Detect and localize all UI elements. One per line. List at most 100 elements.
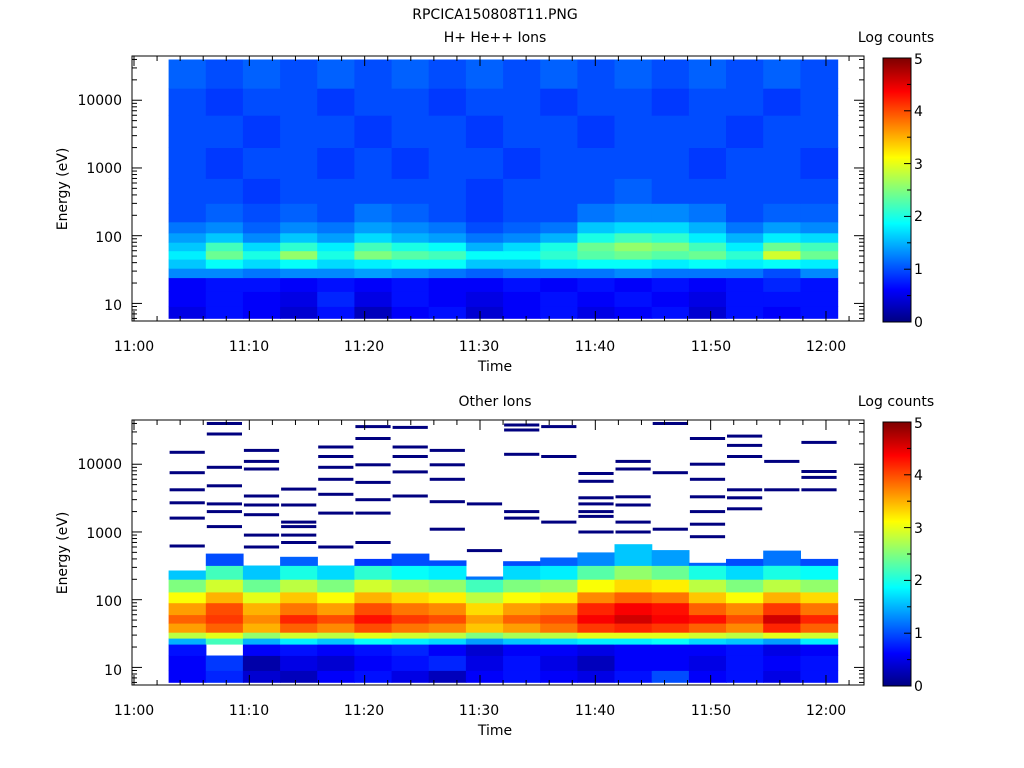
heatmap-cell	[280, 638, 318, 645]
heatmap-cell	[391, 602, 430, 616]
colorbar-swatch	[883, 298, 911, 301]
heatmap-cell	[726, 59, 764, 89]
heatmap-cell	[465, 602, 504, 616]
colorbar-swatch	[883, 614, 911, 617]
colorbar-swatch	[883, 500, 911, 503]
heatmap-cell	[205, 178, 244, 204]
sparse-count-mark	[615, 503, 651, 507]
colorbar-swatch	[883, 594, 911, 597]
heatmap-cell	[800, 232, 839, 243]
heatmap-cell	[540, 638, 578, 645]
heatmap-cell	[726, 268, 764, 279]
heatmap-cell	[651, 592, 690, 604]
panel2-colorbar-tick: 1	[914, 626, 923, 642]
colorbar-swatch	[883, 422, 911, 425]
sparse-count-mark	[243, 513, 280, 517]
heatmap-cell	[651, 623, 690, 633]
colorbar-swatch	[883, 434, 911, 437]
colorbar-swatch	[883, 644, 911, 647]
heatmap-cell	[168, 59, 207, 89]
colorbar-swatch	[883, 480, 911, 483]
colorbar-swatch	[883, 306, 911, 309]
heatmap-cell	[465, 592, 504, 604]
sparse-count-mark	[206, 465, 242, 469]
heatmap-cell	[205, 632, 244, 639]
heatmap-cell	[726, 565, 764, 580]
panel2-xtick-label: 11:40	[575, 703, 615, 719]
colorbar-swatch	[883, 258, 911, 261]
heatmap-cell	[242, 115, 281, 148]
colorbar-swatch	[883, 496, 911, 499]
heatmap-cell	[168, 655, 207, 671]
sparse-count-mark	[318, 445, 354, 449]
sparse-count-mark	[243, 503, 280, 507]
colorbar-swatch	[883, 474, 911, 477]
colorbar-swatch	[883, 648, 911, 651]
heatmap-cell	[688, 644, 727, 656]
colorbar-swatch	[883, 142, 911, 145]
heatmap-cell	[428, 147, 467, 179]
colorbar-swatch	[883, 538, 911, 541]
heatmap-cell	[168, 638, 207, 645]
colorbar-swatch	[883, 186, 911, 189]
heatmap-cell	[168, 306, 207, 319]
heatmap-cell	[800, 614, 839, 624]
colorbar-swatch	[883, 312, 911, 315]
colorbar-swatch	[883, 108, 911, 111]
colorbar-swatch	[883, 444, 911, 447]
colorbar-swatch	[883, 470, 911, 473]
heatmap-cell	[540, 602, 578, 616]
heatmap-cell	[168, 203, 207, 223]
heatmap-cell	[800, 632, 839, 639]
heatmap-cell	[540, 579, 578, 593]
heatmap-cell	[503, 670, 541, 683]
colorbar-swatch	[883, 638, 911, 641]
colorbar-swatch	[883, 446, 911, 449]
heatmap-cell	[391, 250, 430, 260]
heatmap-cell	[726, 277, 764, 292]
heatmap-cell	[391, 259, 430, 269]
colorbar-swatch	[883, 464, 911, 467]
heatmap-cell	[800, 579, 839, 593]
colorbar-swatch	[883, 308, 911, 311]
colorbar-swatch	[883, 468, 911, 471]
heatmap-cell	[540, 592, 578, 604]
heatmap-cell	[688, 259, 727, 269]
heatmap-cell	[280, 250, 318, 260]
colorbar-swatch	[883, 486, 911, 489]
heatmap-cell	[503, 623, 541, 633]
heatmap-cell	[205, 242, 244, 252]
heatmap-cell	[205, 250, 244, 260]
heatmap-cell	[651, 277, 690, 292]
sparse-count-mark	[243, 459, 280, 463]
heatmap-cell	[317, 59, 355, 89]
panel1-colorbar-frame	[882, 57, 912, 323]
heatmap-cell	[577, 655, 616, 671]
heatmap-cell	[168, 88, 207, 116]
colorbar-swatch	[883, 430, 911, 433]
panel1-heatmap	[168, 59, 839, 319]
heatmap-cell	[280, 556, 318, 566]
heatmap-cell	[317, 602, 355, 616]
sparse-count-mark	[801, 488, 837, 492]
sparse-count-mark	[355, 463, 391, 467]
heatmap-cell	[651, 565, 690, 580]
colorbar-swatch	[883, 590, 911, 593]
colorbar-swatch	[883, 220, 911, 223]
heatmap-cell	[503, 579, 541, 593]
heatmap-cell	[391, 178, 430, 204]
heatmap-cell	[242, 579, 281, 593]
heatmap-cell	[688, 306, 727, 319]
heatmap-cell	[577, 306, 616, 319]
heatmap-cell	[614, 147, 653, 179]
heatmap-cell	[688, 291, 727, 307]
heatmap-cell	[354, 602, 393, 616]
colorbar-swatch	[883, 668, 911, 671]
colorbar-swatch	[883, 170, 911, 173]
heatmap-cell	[428, 232, 467, 243]
sparse-count-mark	[727, 496, 763, 500]
heatmap-cell	[651, 178, 690, 204]
heatmap-cell	[540, 250, 578, 260]
heatmap-cell	[242, 565, 281, 580]
sparse-count-mark	[578, 502, 614, 506]
